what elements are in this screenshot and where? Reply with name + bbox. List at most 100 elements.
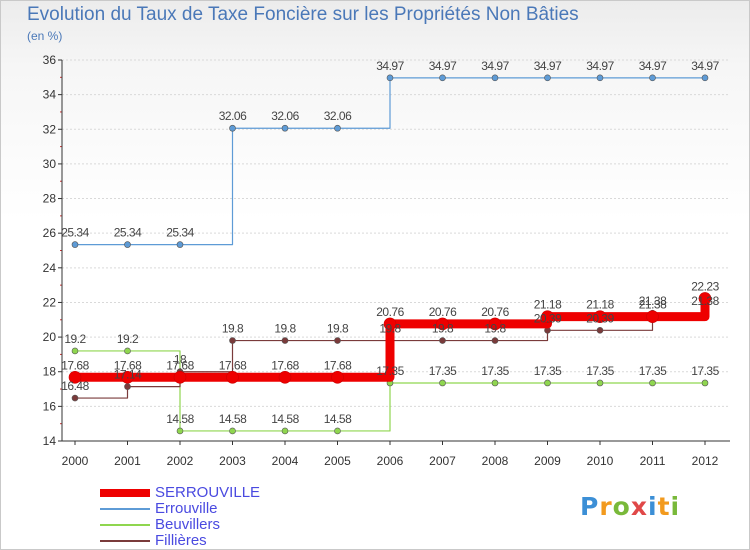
- data-label-fillieres-2006: 19.8: [379, 322, 401, 336]
- data-label-serrouville-2012: 22.23: [691, 279, 719, 293]
- y-tick-label-18: 18: [43, 365, 57, 379]
- data-label-errouville-2009: 34.97: [534, 59, 562, 73]
- point-beuvillers-2008: [491, 379, 499, 387]
- point-serrouville-2012: [698, 292, 712, 305]
- data-label-errouville-2012: 34.97: [691, 59, 719, 73]
- point-fillieres-2004: [281, 337, 289, 344]
- point-serrouville-2004: [278, 370, 292, 384]
- data-label-serrouville-2008: 20.76: [481, 305, 509, 319]
- point-fillieres-2003: [229, 337, 236, 344]
- point-errouville-2010: [596, 74, 604, 82]
- data-label-beuvillers-2004: 14.58: [271, 412, 299, 426]
- data-label-serrouville-2011: 21.38: [639, 298, 667, 312]
- data-label-fillieres-2005: 19.8: [327, 322, 349, 336]
- point-beuvillers-2010: [596, 379, 604, 387]
- legend-label-fillieres: Fillières: [155, 532, 207, 549]
- x-tick-label-2001: 2001: [114, 454, 141, 468]
- chart-title: Evolution du Taux de Taxe Foncière sur l…: [27, 4, 579, 25]
- point-errouville-2011: [649, 74, 656, 82]
- data-label-beuvillers-2010: 17.35: [586, 364, 614, 378]
- x-tick-label-2007: 2007: [429, 454, 456, 468]
- point-beuvillers-2012: [701, 379, 709, 387]
- series-line-errouville: [75, 77, 705, 246]
- proxiti-logo: Proxiti: [580, 492, 681, 521]
- data-label-errouville-2003: 32.06: [219, 109, 247, 123]
- point-errouville-2000: [71, 241, 79, 248]
- data-label-serrouville-2003: 17.68: [219, 358, 247, 372]
- point-errouville-2004: [281, 124, 289, 132]
- point-serrouville-2002: [173, 370, 187, 384]
- y-tick-label-28: 28: [43, 192, 57, 206]
- y-tick-label-22: 22: [43, 295, 57, 309]
- point-serrouville-2010: [593, 310, 607, 323]
- data-label-serrouville-2010: 21.18: [586, 298, 614, 312]
- y-tick-label-34: 34: [43, 88, 57, 102]
- point-beuvillers-2004: [281, 427, 289, 435]
- axes: 14 16 18 20 22 24 26 28 30 32 34 36 2000 2001 2002 2003…: [43, 53, 730, 468]
- point-errouville-2001: [124, 241, 131, 248]
- point-beuvillers-2001: [124, 347, 131, 355]
- series-serrouville: [68, 292, 712, 384]
- data-label-fillieres-2009: 20.39: [534, 311, 562, 325]
- data-label-beuvillers-2000: 19.2: [64, 332, 86, 346]
- data-label-errouville-2007: 34.97: [429, 59, 457, 73]
- data-label-beuvillers-2008: 17.35: [481, 364, 509, 378]
- data-label-serrouville-2001: 17.68: [114, 358, 142, 372]
- data-label-serrouville-2007: 20.76: [429, 305, 457, 319]
- series-line-fillieres: [75, 312, 705, 399]
- x-tick-label-2002: 2002: [167, 454, 194, 468]
- y-tick-label-36: 36: [43, 53, 57, 67]
- series-errouville: [71, 74, 709, 248]
- point-serrouville-2001: [121, 370, 134, 384]
- data-label-errouville-2002: 25.34: [166, 226, 194, 240]
- data-label-serrouville-2000: 17.68: [61, 358, 89, 372]
- point-serrouville-2008: [488, 317, 502, 331]
- data-label-errouville-2008: 34.97: [481, 59, 509, 73]
- data-label-fillieres-2007: 19.8: [432, 322, 454, 336]
- data-label-fillieres-2002: 18: [174, 353, 187, 367]
- data-label-fillieres-2003: 19.8: [222, 322, 244, 336]
- data-label-beuvillers-2002: 14.58: [166, 412, 194, 426]
- y-tick-label-16: 16: [43, 399, 57, 413]
- point-fillieres-2001: [124, 383, 131, 390]
- data-label-errouville-2010: 34.97: [586, 59, 614, 73]
- data-label-fillieres-2001: 17.14: [114, 368, 142, 382]
- data-label-fillieres-2010: 20.39: [586, 311, 614, 325]
- x-tick-label-2011: 2011: [640, 454, 666, 468]
- point-serrouville-2011: [646, 310, 659, 323]
- data-label-serrouville-2004: 17.68: [271, 358, 299, 372]
- x-tick-label-2005: 2005: [324, 454, 351, 468]
- legend-label-beuvillers: Beuvillers: [155, 516, 221, 533]
- point-fillieres-2005: [334, 337, 341, 344]
- point-beuvillers-2003: [229, 427, 236, 435]
- data-label-fillieres-2000: 16.48: [61, 379, 89, 393]
- data-label-errouville-2000: 25.34: [61, 226, 89, 240]
- x-tick-label-2008: 2008: [482, 454, 509, 468]
- x-tick-label-2006: 2006: [377, 454, 404, 468]
- point-errouville-2003: [229, 124, 236, 132]
- data-label-beuvillers-2001: 19.2: [117, 332, 139, 346]
- point-beuvillers-2005: [334, 427, 341, 435]
- point-errouville-2005: [334, 124, 341, 132]
- data-label-errouville-2006: 34.97: [376, 59, 404, 73]
- series-line-serrouville: [75, 298, 710, 382]
- x-tick-label-2004: 2004: [272, 454, 299, 468]
- point-fillieres-2010: [596, 327, 604, 334]
- data-label-beuvillers-2012: 17.35: [691, 364, 719, 378]
- data-label-fillieres-2008: 19.8: [484, 322, 506, 336]
- data-label-fillieres-2012: 21.38: [691, 294, 719, 308]
- grid-lines: [62, 59, 730, 442]
- series-layer: [68, 74, 712, 435]
- data-label-beuvillers-2011: 17.35: [639, 364, 667, 378]
- point-beuvillers-2002: [176, 427, 184, 435]
- data-label-errouville-2001: 25.34: [114, 226, 142, 240]
- data-label-beuvillers-2006: 17.35: [376, 364, 404, 378]
- point-serrouville-2007: [436, 317, 449, 331]
- x-tick-label-2000: 2000: [62, 454, 89, 468]
- data-label-fillieres-2011: 21.38: [639, 294, 667, 308]
- y-tick-label-20: 20: [43, 330, 57, 344]
- data-label-serrouville-2005: 17.68: [324, 358, 352, 372]
- point-serrouville-2003: [226, 370, 239, 384]
